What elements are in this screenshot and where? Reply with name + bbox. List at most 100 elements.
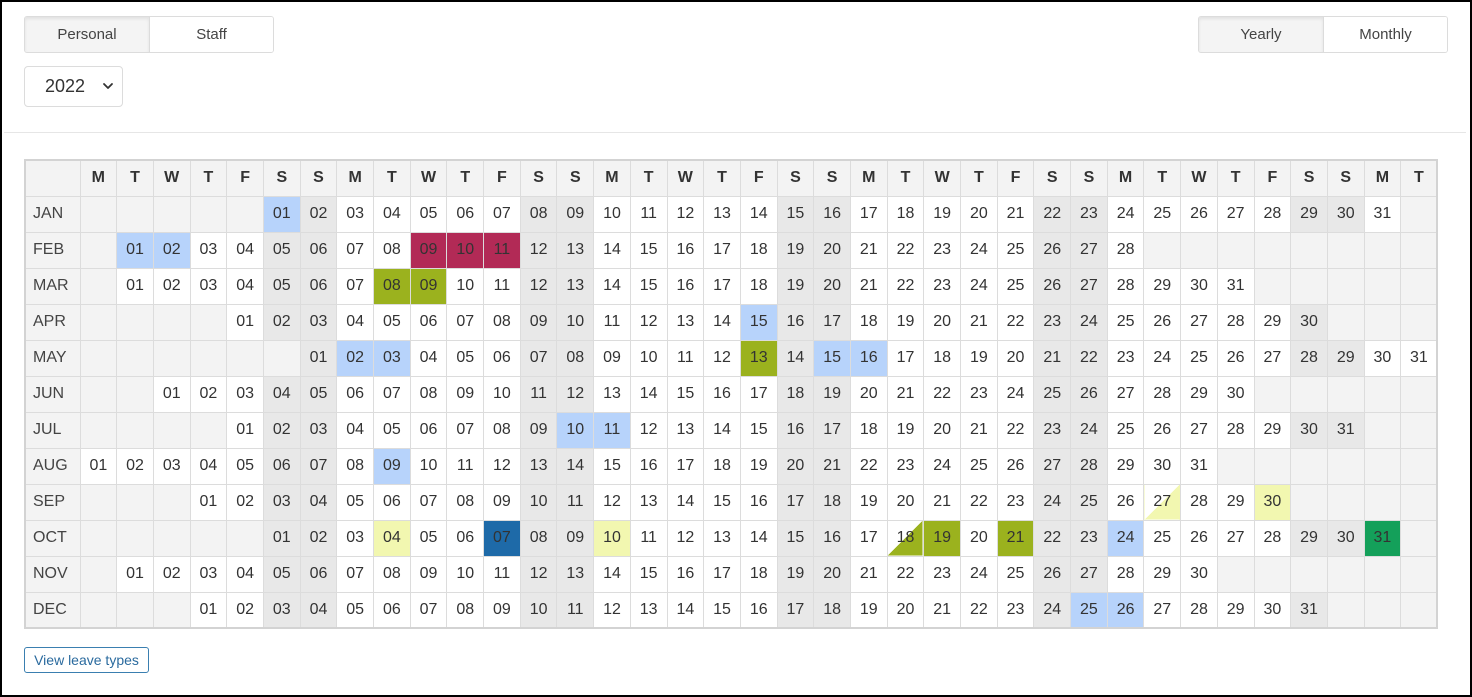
calendar-day-leave[interactable]: 01: [262, 195, 301, 233]
calendar-day[interactable]: 11: [519, 375, 558, 413]
calendar-day[interactable]: 18: [849, 303, 888, 341]
calendar-day[interactable]: 17: [849, 519, 888, 557]
calendar-day[interactable]: 06: [299, 267, 338, 305]
calendar-day[interactable]: 03: [189, 267, 228, 305]
calendar-day[interactable]: 16: [666, 555, 705, 593]
calendar-day-leave[interactable]: 10: [593, 519, 631, 557]
calendar-day[interactable]: 24: [996, 375, 1035, 413]
calendar-day[interactable]: 15: [703, 591, 741, 629]
calendar-day[interactable]: 15: [593, 447, 631, 485]
calendar-day[interactable]: 22: [996, 303, 1035, 341]
calendar-day[interactable]: 21: [849, 555, 888, 593]
calendar-day-leave[interactable]: 10: [446, 231, 485, 269]
calendar-day[interactable]: 17: [666, 447, 705, 485]
calendar-day[interactable]: 08: [556, 339, 595, 377]
calendar-day[interactable]: 24: [1033, 591, 1072, 629]
calendar-day[interactable]: 09: [409, 555, 448, 593]
calendar-day[interactable]: 15: [739, 411, 778, 449]
calendar-day[interactable]: 23: [1033, 411, 1072, 449]
calendar-day[interactable]: 13: [703, 519, 741, 557]
calendar-day[interactable]: 15: [629, 555, 668, 593]
calendar-day[interactable]: 19: [923, 195, 961, 233]
calendar-day[interactable]: 02: [299, 519, 338, 557]
calendar-day[interactable]: 24: [1143, 339, 1182, 377]
calendar-day[interactable]: 19: [739, 447, 778, 485]
calendar-day[interactable]: 30: [1180, 555, 1218, 593]
calendar-day[interactable]: 08: [409, 375, 448, 413]
calendar-day-leave[interactable]: 31: [1363, 519, 1402, 557]
calendar-day[interactable]: 20: [960, 195, 998, 233]
calendar-day[interactable]: 11: [629, 519, 668, 557]
calendar-day[interactable]: 14: [739, 195, 778, 233]
calendar-day[interactable]: 19: [776, 555, 815, 593]
calendar-day[interactable]: 25: [1180, 339, 1218, 377]
calendar-day[interactable]: 07: [483, 195, 521, 233]
tab-monthly[interactable]: Monthly: [1323, 17, 1447, 52]
calendar-day-leave[interactable]: 02: [336, 339, 374, 377]
calendar-day[interactable]: 01: [226, 411, 264, 449]
calendar-day[interactable]: 12: [629, 303, 668, 341]
calendar-day[interactable]: 23: [886, 447, 925, 485]
calendar-day[interactable]: 22: [886, 555, 925, 593]
calendar-day[interactable]: 10: [593, 195, 631, 233]
calendar-day[interactable]: 10: [556, 303, 595, 341]
calendar-day[interactable]: 01: [299, 339, 338, 377]
calendar-day[interactable]: 06: [446, 519, 485, 557]
calendar-day[interactable]: 21: [960, 411, 998, 449]
calendar-day[interactable]: 20: [813, 267, 851, 305]
calendar-day[interactable]: 19: [849, 483, 888, 521]
calendar-day[interactable]: 16: [703, 375, 741, 413]
calendar-day[interactable]: 11: [629, 195, 668, 233]
calendar-day[interactable]: 21: [849, 231, 888, 269]
calendar-day[interactable]: 09: [556, 519, 595, 557]
calendar-day[interactable]: 23: [960, 375, 998, 413]
calendar-day[interactable]: 24: [1033, 483, 1072, 521]
calendar-day[interactable]: 09: [556, 195, 595, 233]
calendar-day-leave[interactable]: 08: [373, 267, 411, 305]
calendar-day[interactable]: 15: [629, 231, 668, 269]
calendar-day[interactable]: 23: [1070, 519, 1108, 557]
calendar-day[interactable]: 29: [1216, 591, 1255, 629]
calendar-day[interactable]: 12: [666, 195, 705, 233]
calendar-day[interactable]: 27: [1253, 339, 1292, 377]
calendar-day[interactable]: 28: [1106, 231, 1145, 269]
calendar-day[interactable]: 12: [629, 411, 668, 449]
calendar-day[interactable]: 26: [1143, 303, 1182, 341]
calendar-day-leave[interactable]: 09: [409, 231, 448, 269]
calendar-day[interactable]: 13: [666, 303, 705, 341]
calendar-day-leave[interactable]: 19: [923, 519, 961, 557]
calendar-day[interactable]: 17: [886, 339, 925, 377]
calendar-day[interactable]: 17: [739, 375, 778, 413]
calendar-day-leave[interactable]: 18: [886, 519, 925, 557]
calendar-day[interactable]: 23: [1033, 303, 1072, 341]
calendar-day[interactable]: 14: [556, 447, 595, 485]
calendar-day[interactable]: 11: [483, 267, 521, 305]
calendar-day[interactable]: 28: [1290, 339, 1328, 377]
calendar-day[interactable]: 22: [886, 231, 925, 269]
calendar-day[interactable]: 05: [262, 267, 301, 305]
calendar-day[interactable]: 07: [409, 483, 448, 521]
calendar-day[interactable]: 26: [1216, 339, 1255, 377]
calendar-day[interactable]: 05: [262, 231, 301, 269]
calendar-day[interactable]: 19: [849, 591, 888, 629]
calendar-day[interactable]: 05: [409, 195, 448, 233]
calendar-day[interactable]: 08: [446, 591, 485, 629]
calendar-day[interactable]: 17: [813, 303, 851, 341]
calendar-day[interactable]: 28: [1216, 411, 1255, 449]
calendar-day[interactable]: 08: [519, 195, 558, 233]
calendar-day[interactable]: 31: [1216, 267, 1255, 305]
calendar-day[interactable]: 07: [373, 375, 411, 413]
calendar-day[interactable]: 18: [813, 591, 851, 629]
calendar-day[interactable]: 13: [629, 591, 668, 629]
calendar-day[interactable]: 13: [556, 231, 595, 269]
calendar-day[interactable]: 30: [1143, 447, 1182, 485]
calendar-day[interactable]: 03: [336, 195, 374, 233]
calendar-day[interactable]: 17: [776, 483, 815, 521]
calendar-day-leave[interactable]: 13: [739, 339, 778, 377]
calendar-day[interactable]: 27: [1216, 195, 1255, 233]
calendar-day[interactable]: 22: [996, 411, 1035, 449]
calendar-day[interactable]: 27: [1070, 555, 1108, 593]
calendar-day[interactable]: 16: [776, 303, 815, 341]
calendar-day[interactable]: 20: [776, 447, 815, 485]
calendar-day[interactable]: 29: [1253, 411, 1292, 449]
